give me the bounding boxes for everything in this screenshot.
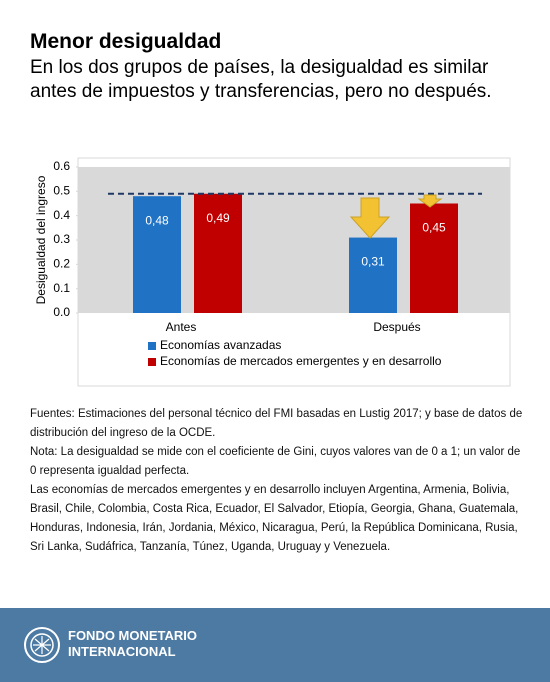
x-tick-label: Antes — [166, 320, 197, 334]
arrow — [349, 197, 391, 239]
y-tick-label: 0.1 — [53, 281, 70, 295]
data-label: 0,31 — [361, 255, 385, 269]
legend-swatch — [148, 342, 156, 350]
arrow — [417, 194, 443, 208]
x-tick-label: Después — [373, 320, 420, 334]
y-tick-label: 0.0 — [53, 305, 70, 319]
chart-subtitle: En los dos grupos de países, la desigual… — [30, 57, 492, 102]
logo — [24, 627, 60, 663]
data-label: 0,48 — [145, 213, 169, 227]
method-note: Nota: La desigualdad se mide con el coef… — [30, 446, 521, 477]
org-name: FONDO MONETARIO INTERNACIONAL — [68, 628, 198, 659]
legend-label: Economías de mercados emergentes y en de… — [160, 354, 442, 368]
legend-label: Economías avanzadas — [160, 338, 281, 352]
legend-swatch — [148, 358, 156, 366]
y-tick-label: 0.4 — [53, 208, 70, 222]
chart: Desigualdad del ingreso 0.0 0.1 0.2 0.3 0.4 0… — [34, 157, 511, 387]
chart-title: Menor desigualdad — [30, 30, 222, 53]
y-axis-label: Desigualdad del ingreso — [34, 175, 48, 304]
source-note: Fuentes: Estimaciones del personal técni… — [30, 408, 523, 439]
y-tick-label: 0.3 — [53, 232, 70, 246]
footer: FONDO MONETARIO INTERNACIONAL — [0, 608, 550, 682]
bar — [410, 203, 458, 313]
header: Menor desigualdad En los dos grupos de p… — [30, 30, 530, 104]
data-label: 0,45 — [422, 221, 446, 235]
y-tick-label: 0.2 — [53, 257, 70, 271]
bar — [349, 237, 397, 313]
bar — [194, 193, 242, 313]
bar — [133, 196, 181, 313]
y-tick-label: 0.6 — [53, 159, 70, 173]
country-note: Las economías de mercados emergentes y e… — [30, 484, 519, 553]
y-tick-label: 0.5 — [53, 184, 70, 198]
data-label: 0,49 — [206, 211, 230, 225]
notes: Fuentes: Estimaciones del personal técni… — [30, 405, 525, 557]
